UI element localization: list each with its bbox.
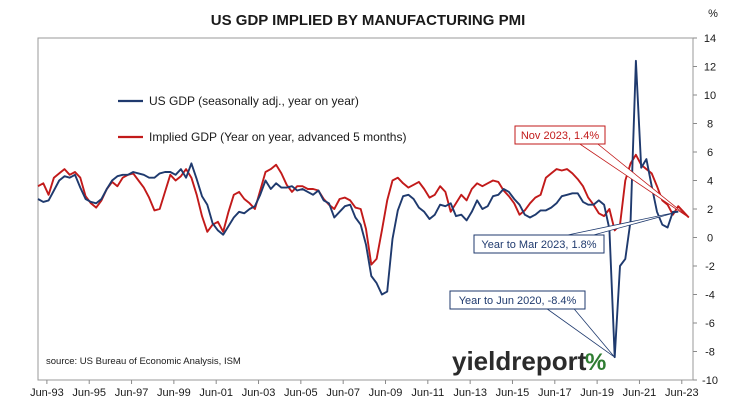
y-axis-unit: % <box>708 8 718 20</box>
series-line-us-gdp <box>37 59 679 359</box>
y-tick-label: 10 <box>704 90 716 102</box>
plot-area <box>37 37 694 381</box>
y-tick-label: 6 <box>707 147 713 159</box>
annotation-label: Nov 2023, 1.4% <box>521 130 599 142</box>
annotation-layer: Nov 2023, 1.4% Year to Mar 2023, 1.8% Year… <box>449 125 690 358</box>
x-tick-label: Jun-23 <box>665 387 699 399</box>
annotation-box <box>514 125 606 145</box>
brand-wordmark: yieldreport <box>452 346 587 376</box>
annotation-label: Year to Jun 2020, -8.4% <box>459 295 577 307</box>
y-tick-label: 0 <box>707 233 713 245</box>
y-tick-label: 14 <box>704 33 716 45</box>
y-tick-label: -8 <box>705 347 715 359</box>
y-tick-label: 4 <box>707 176 713 188</box>
x-tick-label: Jun-03 <box>242 387 276 399</box>
y-tick-label: 2 <box>707 204 713 216</box>
x-tick-label: Jun-99 <box>157 387 191 399</box>
chart-title: US GDP IMPLIED BY MANUFACTURING PMI <box>211 12 525 29</box>
x-tick-label: Jun-95 <box>72 387 106 399</box>
x-tick-label: Jun-15 <box>496 387 530 399</box>
series-layer <box>37 59 690 359</box>
x-tick-label: Jun-21 <box>623 387 657 399</box>
x-tick-label: Jun-01 <box>199 387 233 399</box>
x-tick-label: Jun-09 <box>369 387 403 399</box>
y-tick-label: 12 <box>704 62 716 74</box>
x-tick-label: Jun-93 <box>30 387 64 399</box>
annotation-box <box>473 234 605 254</box>
legend-label-implied: Implied GDP (Year on year, advanced 5 mo… <box>149 130 406 144</box>
x-tick-label: Jun-11 <box>411 387 444 399</box>
annotation-label: Year to Mar 2023, 1.8% <box>481 239 596 251</box>
x-tick-label: Jun-13 <box>453 387 487 399</box>
series-line-implied-gdp <box>37 153 690 266</box>
yieldreport-logo: yieldreport % <box>452 346 606 376</box>
y-axis: -10 -8 -6 -4 -2 0 2 4 6 8 10 12 14 <box>693 33 718 387</box>
legend: US GDP (seasonally adj., year on year) I… <box>118 94 406 144</box>
x-axis: Jun-93 Jun-95 Jun-97 Jun-99 Jun-01 Jun-03 Jun-… <box>30 380 699 399</box>
y-tick-label: 8 <box>707 119 713 131</box>
x-tick-label: Jun-19 <box>580 387 614 399</box>
y-tick-label: -4 <box>705 290 715 302</box>
y-tick-label: -10 <box>702 375 718 387</box>
source-note: source: US Bureau of Economic Analysis, … <box>46 356 241 367</box>
x-tick-label: Jun-07 <box>326 387 360 399</box>
y-tick-label: -6 <box>705 318 715 330</box>
annotation-box <box>449 290 586 310</box>
x-tick-label: Jun-97 <box>115 387 149 399</box>
y-tick-label: -2 <box>705 261 715 273</box>
brand-percent-icon: % <box>585 349 606 376</box>
x-tick-label: Jun-17 <box>538 387 572 399</box>
x-tick-label: Jun-05 <box>284 387 318 399</box>
legend-label-gdp: US GDP (seasonally adj., year on year) <box>149 94 359 108</box>
